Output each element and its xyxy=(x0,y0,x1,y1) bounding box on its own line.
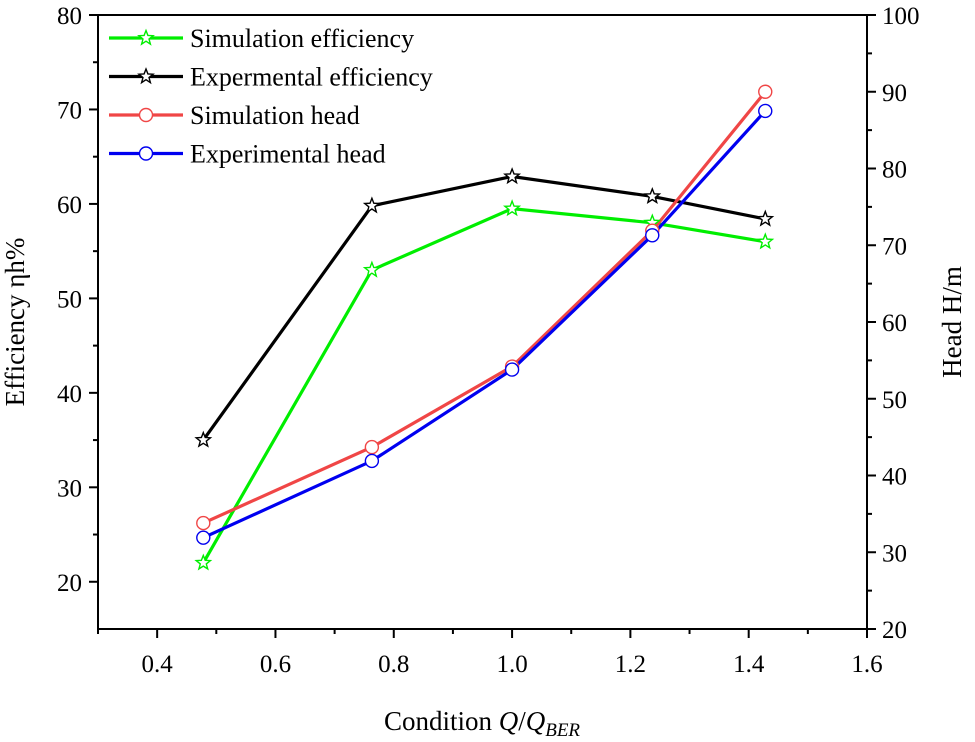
x-tick-label: 1.6 xyxy=(851,651,882,678)
x-tick-label: 1.0 xyxy=(496,651,527,678)
y-axis-right-title: Head H/m xyxy=(937,266,967,378)
y-left-tick-label: 70 xyxy=(57,97,82,124)
data-point-simulation-head xyxy=(364,439,380,455)
x-tick-label: 0.4 xyxy=(142,651,174,678)
x-axis-title-sub-base: Q xyxy=(526,706,546,736)
y-right-tick-label: 90 xyxy=(882,80,907,107)
y-right-tick-label: 20 xyxy=(882,617,907,644)
x-axis-title-slash: / xyxy=(518,706,526,736)
data-point-simulation-efficiency xyxy=(362,260,381,278)
data-point-expermental-efficiency xyxy=(362,196,381,214)
y-right-tick-label: 80 xyxy=(882,157,907,184)
legend-marker-experimental-head xyxy=(138,146,154,161)
legend-label: Expermental efficiency xyxy=(190,63,433,92)
y-right-tick-label: 70 xyxy=(882,233,907,260)
y-left-tick-label: 30 xyxy=(57,475,82,502)
y-axis-left-title: Efficiency ηh% xyxy=(0,238,30,407)
x-axis: 0.4 0.6 0.8 1.0 1.2 1.4 1.6 xyxy=(97,629,883,678)
series-line-expermental-efficiency xyxy=(202,174,766,442)
y-right-tick-label: 50 xyxy=(882,387,907,414)
data-point-expermental-efficiency xyxy=(643,186,662,204)
legend-marker-expermental-efficiency xyxy=(137,67,155,85)
data-point-expermental-efficiency xyxy=(756,209,775,227)
x-tick-label: 0.6 xyxy=(260,651,291,678)
data-point-simulation-head xyxy=(196,515,211,531)
x-tick-label: 1.2 xyxy=(615,651,646,678)
y-right-tick-label: 100 xyxy=(882,3,920,30)
x-tick-label: 0.8 xyxy=(378,651,409,678)
data-point-experimental-head xyxy=(645,228,660,243)
series-group xyxy=(194,84,775,571)
y-left-tick-label: 20 xyxy=(57,570,82,597)
x-axis-title-subscript: BER xyxy=(545,720,580,741)
legend-marker-simulation-head xyxy=(138,107,154,123)
data-point-experimental-head xyxy=(196,530,211,545)
data-point-expermental-efficiency xyxy=(194,430,213,448)
legend-label: Experimental head xyxy=(190,140,386,169)
legend: Simulation efficiency Expermental efficie… xyxy=(109,24,433,169)
x-axis-title-prefix: Condition xyxy=(384,706,499,736)
series-line-simulation-efficiency xyxy=(201,206,766,564)
data-point-simulation-head xyxy=(758,84,773,99)
data-point-simulation-efficiency xyxy=(503,199,522,217)
y-axis-right: 20 30 40 50 60 70 80 90 100 xyxy=(867,3,920,644)
legend-marker-simulation-efficiency xyxy=(137,28,155,46)
x-axis-title: Condition Q/QBER xyxy=(384,706,580,741)
legend-label: Simulation efficiency xyxy=(190,24,414,53)
data-point-expermental-efficiency xyxy=(503,167,522,185)
y-right-tick-label: 30 xyxy=(882,540,907,567)
y-left-tick-label: 60 xyxy=(57,192,82,219)
x-axis-title-var: Q xyxy=(499,706,519,736)
y-left-tick-label: 50 xyxy=(57,286,82,313)
data-point-simulation-efficiency xyxy=(756,232,775,250)
data-point-experimental-head xyxy=(758,103,773,119)
y-left-tick-label: 40 xyxy=(57,381,82,408)
x-tick-label: 1.4 xyxy=(733,651,765,678)
y-right-tick-label: 40 xyxy=(882,464,907,491)
y-left-tick-label: 80 xyxy=(57,3,82,30)
y-right-tick-label: 60 xyxy=(882,310,907,337)
legend-label: Simulation head xyxy=(190,101,360,130)
y-axis-left: 20 30 40 50 60 70 80 xyxy=(57,3,98,597)
data-point-simulation-efficiency xyxy=(194,553,213,571)
data-point-experimental-head xyxy=(364,453,380,469)
data-point-experimental-head xyxy=(504,362,520,377)
